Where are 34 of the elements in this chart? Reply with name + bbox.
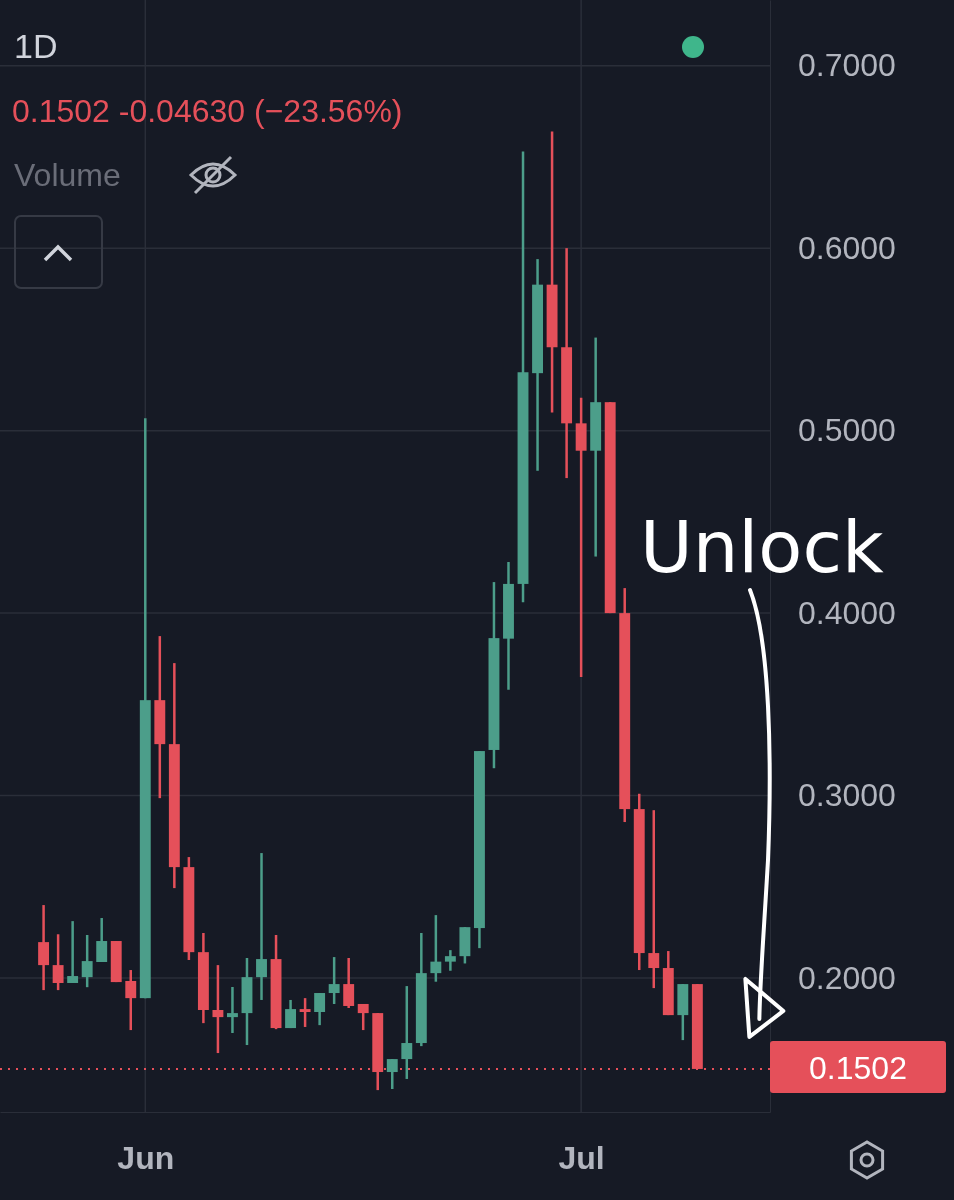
candlestick xyxy=(125,968,137,1032)
candlestick xyxy=(430,913,442,983)
candlestick xyxy=(285,998,297,1030)
y-tick-label: 0.4000 xyxy=(798,594,896,631)
candlestick xyxy=(357,1002,369,1032)
candlestick xyxy=(343,956,355,1010)
candlestick xyxy=(256,851,267,1002)
candlestick xyxy=(314,991,326,1027)
candlestick xyxy=(575,396,587,679)
candlestick xyxy=(328,955,340,1006)
candlestick xyxy=(38,903,50,992)
candlestick xyxy=(52,933,64,992)
y-tick-label: 0.3000 xyxy=(798,777,896,814)
ref-line-label: 0.1502 xyxy=(809,1049,907,1086)
candlestick xyxy=(212,963,224,1055)
candlestick xyxy=(96,916,108,964)
text: 0.1502 -0.04630 (−23.56%) xyxy=(12,93,403,129)
x-tick-label: Jul xyxy=(558,1139,605,1176)
text: 1D xyxy=(14,27,58,65)
candlestick xyxy=(444,948,456,973)
annotation: Volume xyxy=(14,157,121,193)
candlestick xyxy=(401,984,413,1081)
y-tick-label: 0.2000 xyxy=(798,959,896,996)
annotation: Unlock xyxy=(640,505,884,589)
candlestick xyxy=(67,919,79,985)
y-tick-label: 0.6000 xyxy=(798,229,896,266)
y-tick-label: 0.5000 xyxy=(798,412,896,449)
candlestick xyxy=(386,1057,398,1091)
candlestick xyxy=(227,985,238,1035)
x-tick-label: Jun xyxy=(117,1139,175,1176)
candlestick xyxy=(648,808,660,990)
candlestick xyxy=(81,933,93,989)
candlestick xyxy=(299,996,311,1029)
y-tick-label: 0.7000 xyxy=(798,47,896,84)
